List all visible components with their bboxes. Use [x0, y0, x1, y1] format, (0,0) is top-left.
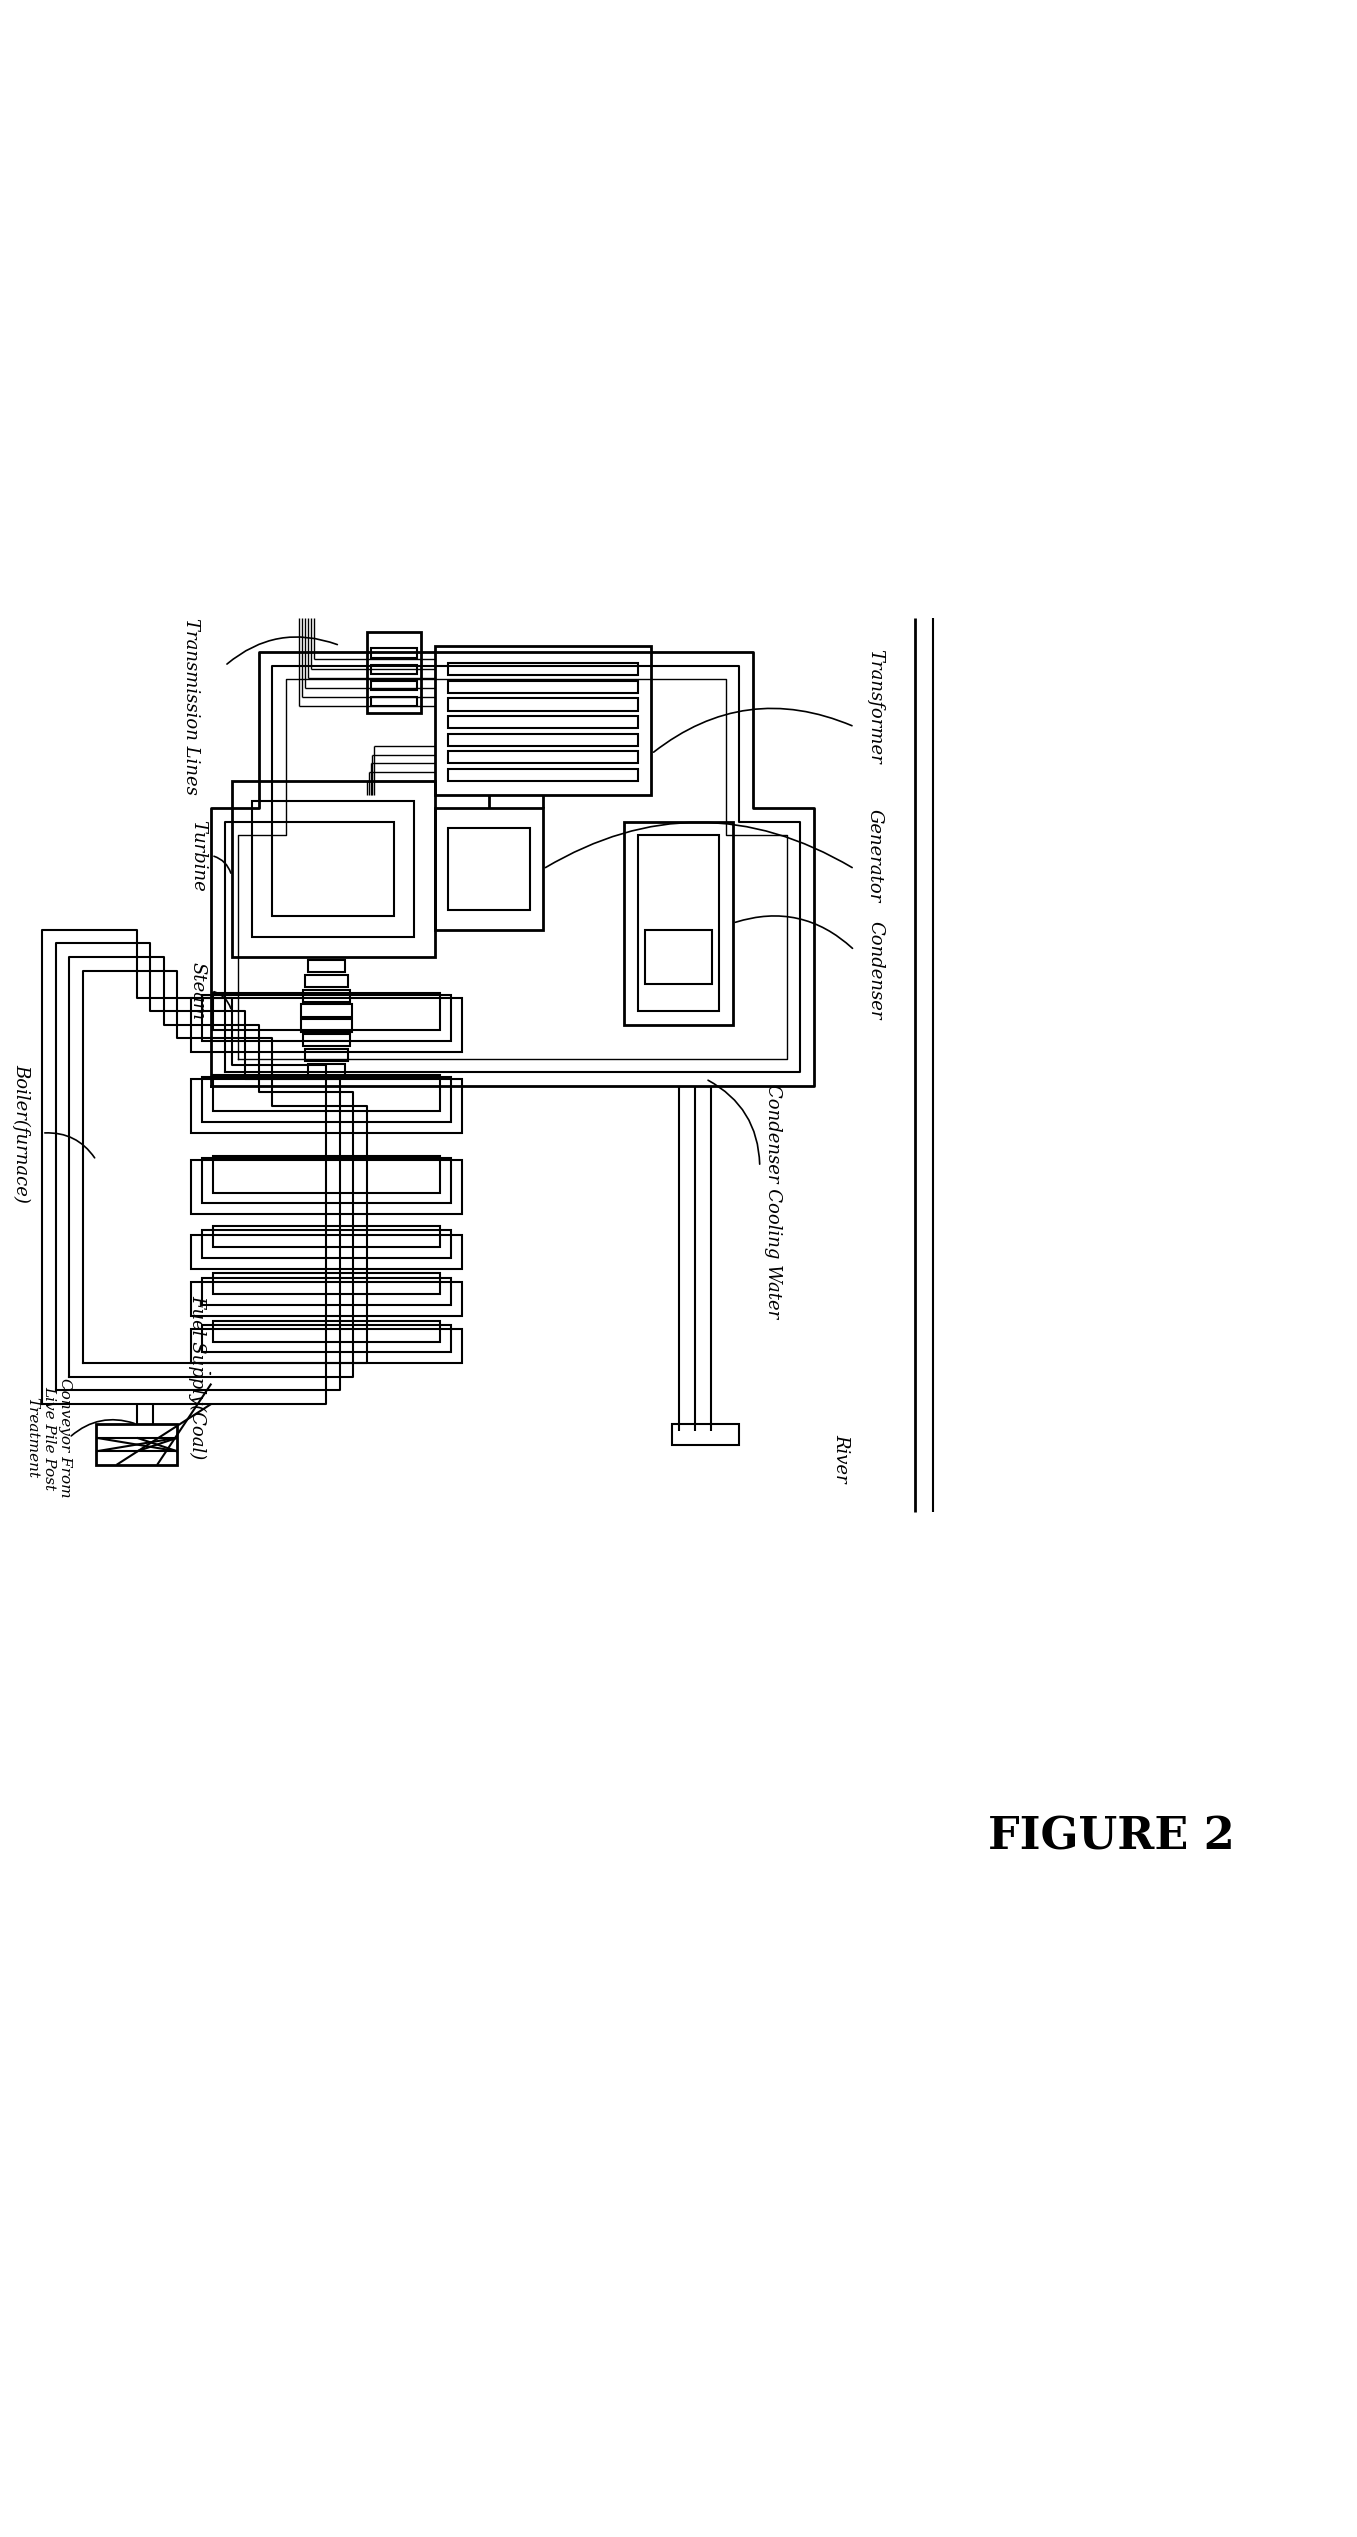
Bar: [308, 959, 345, 972]
Bar: [308, 1063, 345, 1076]
Bar: [213, 1076, 440, 1111]
Bar: [191, 1281, 461, 1317]
Text: Turbine: Turbine: [189, 819, 206, 890]
Text: River: River: [832, 1433, 849, 1482]
Bar: [303, 989, 350, 1002]
Bar: [191, 1159, 461, 1215]
Text: FIGURE 2: FIGURE 2: [988, 1816, 1235, 1860]
Bar: [448, 751, 638, 764]
Text: Conveyor From
Live Pile Post
Treatment: Conveyor From Live Pile Post Treatment: [26, 1378, 72, 1497]
Bar: [96, 1423, 178, 1464]
Bar: [448, 662, 638, 675]
Bar: [370, 649, 417, 657]
Bar: [191, 1329, 461, 1362]
Bar: [213, 995, 440, 1030]
Bar: [213, 1225, 440, 1246]
Bar: [448, 830, 529, 911]
Bar: [448, 733, 638, 746]
Text: Fuel Supply(Coal): Fuel Supply(Coal): [189, 1294, 206, 1459]
Bar: [300, 1020, 353, 1033]
Bar: [305, 1050, 347, 1060]
Bar: [202, 1324, 451, 1352]
Bar: [305, 974, 347, 987]
Bar: [645, 931, 712, 984]
Bar: [370, 698, 417, 705]
Bar: [448, 715, 638, 728]
Bar: [202, 1230, 451, 1258]
Text: Generator: Generator: [866, 809, 883, 903]
Bar: [300, 1005, 353, 1017]
Bar: [202, 1157, 451, 1203]
Text: Condenser: Condenser: [866, 921, 883, 1020]
Text: Condenser Cooling Water: Condenser Cooling Water: [764, 1083, 782, 1317]
Bar: [273, 822, 394, 916]
Bar: [232, 781, 434, 956]
Text: Steam: Steam: [189, 962, 206, 1020]
Bar: [202, 1279, 451, 1304]
Text: Boiler(furnace): Boiler(furnace): [12, 1063, 31, 1203]
Bar: [303, 1035, 350, 1045]
Bar: [213, 1157, 440, 1192]
Bar: [366, 632, 421, 713]
Bar: [191, 997, 461, 1053]
Bar: [191, 1236, 461, 1268]
Bar: [252, 802, 414, 936]
Bar: [370, 680, 417, 690]
Bar: [448, 769, 638, 781]
Bar: [213, 1274, 440, 1294]
Text: Transformer: Transformer: [866, 649, 883, 764]
Text: Transmission Lines: Transmission Lines: [182, 619, 199, 794]
Bar: [448, 680, 638, 693]
Bar: [448, 698, 638, 710]
Bar: [672, 1423, 740, 1444]
Bar: [434, 809, 543, 931]
Bar: [370, 665, 417, 675]
Bar: [624, 822, 733, 1025]
Bar: [434, 644, 651, 794]
Bar: [213, 1322, 440, 1342]
Bar: [638, 835, 719, 1012]
Bar: [202, 1076, 451, 1121]
Bar: [202, 995, 451, 1040]
Bar: [191, 1078, 461, 1134]
